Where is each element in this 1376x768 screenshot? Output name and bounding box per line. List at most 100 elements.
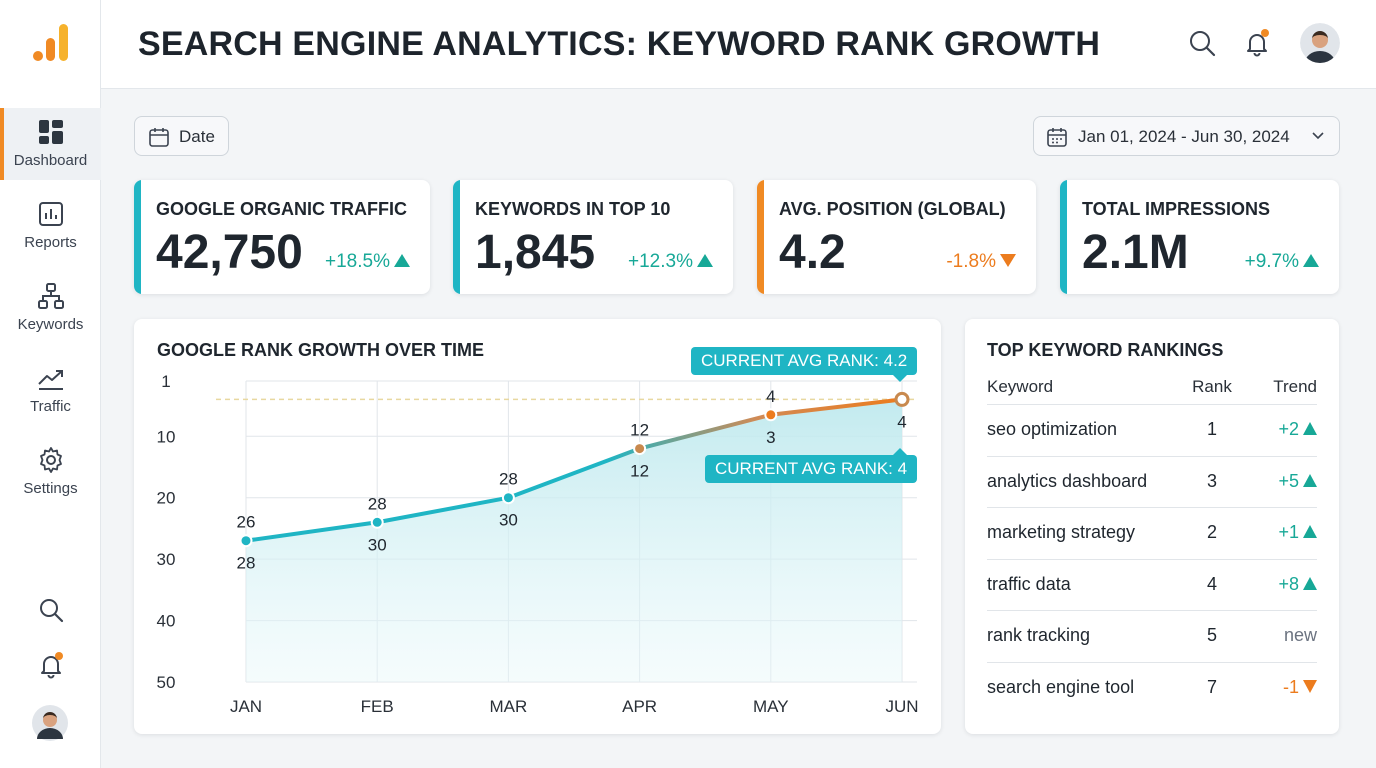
- page-title: SEARCH ENGINE ANALYTICS: KEYWORD RANK GR…: [138, 25, 1101, 63]
- x-tick-label: MAY: [753, 697, 789, 716]
- sidebar-item-dashboard[interactable]: Dashboard: [0, 108, 101, 180]
- sidebar-item-label: Traffic: [30, 398, 71, 415]
- kpi-delta: +9.7%: [1245, 251, 1319, 273]
- table-row[interactable]: rank tracking 5 new: [987, 610, 1317, 661]
- kpi-delta-value: +9.7%: [1244, 251, 1299, 272]
- y-tick-label: 50: [157, 673, 176, 692]
- sidebar: Dashboard Reports Keywords Traffic: [0, 0, 101, 768]
- kpi-label: KEYWORDS IN TOP 10: [475, 199, 671, 219]
- x-tick-label: FEB: [361, 697, 394, 716]
- keyword-cell: seo optimization: [987, 419, 1118, 439]
- table-row[interactable]: analytics dashboard 3 +5: [987, 455, 1317, 507]
- table-row[interactable]: seo optimization 1 +2: [987, 404, 1317, 455]
- sidebar-item-settings[interactable]: Settings: [0, 436, 101, 508]
- chevron-down-icon: [1312, 132, 1324, 140]
- data-label-above: 28: [499, 470, 518, 489]
- column-header-rank[interactable]: Rank: [1192, 377, 1232, 396]
- kpi-delta: +12.3%: [628, 251, 713, 273]
- date-range-value: Jan 01, 2024 - Jun 30, 2024: [1078, 127, 1290, 146]
- sidebar-item-reports[interactable]: Reports: [0, 190, 101, 262]
- notification-bell-icon[interactable]: [36, 650, 66, 680]
- trend-value: -1: [1282, 676, 1299, 697]
- data-label-below: 4: [897, 412, 906, 431]
- traffic-icon: [38, 370, 63, 390]
- y-tick-label: 40: [157, 612, 176, 631]
- table-title: TOP KEYWORD RANKINGS: [987, 340, 1224, 360]
- trend-cell: new: [1284, 625, 1317, 646]
- data-point: [764, 408, 778, 422]
- dashboard-icon: [39, 120, 63, 144]
- trend-down-icon: [1000, 254, 1016, 267]
- y-tick-label: 30: [157, 550, 176, 569]
- rank-cell: 7: [1206, 676, 1217, 697]
- kpi-accent-bar: [134, 180, 141, 294]
- data-label-below: 28: [237, 554, 256, 573]
- callout-pointer: [893, 448, 908, 455]
- kpi-delta-value: -1.8%: [946, 251, 996, 272]
- kpi-label: AVG. POSITION (GLOBAL): [779, 199, 1006, 219]
- date-range-picker[interactable]: Jan 01, 2024 - Jun 30, 2024: [1033, 116, 1340, 156]
- rank-cell: 5: [1206, 625, 1217, 645]
- sidebar-item-label: Settings: [23, 480, 78, 497]
- keyword-cell: search engine tool: [987, 676, 1135, 697]
- trend-cell: -1: [1283, 677, 1317, 698]
- trend-up-icon: [1303, 576, 1317, 590]
- keyword-cell: marketing strategy: [987, 522, 1136, 542]
- keywords-icon: [38, 283, 64, 309]
- table-row[interactable]: traffic data 4 +8: [987, 558, 1317, 610]
- trend-cell: +8: [1278, 574, 1317, 595]
- app-logo[interactable]: [30, 20, 72, 64]
- keyword-cell: rank tracking: [987, 625, 1091, 645]
- table-row[interactable]: marketing strategy 2 +1: [987, 507, 1317, 558]
- keyword-cell: traffic data: [987, 573, 1071, 594]
- data-label-above: 26: [237, 513, 256, 532]
- top-header: SEARCH ENGINE ANALYTICS: KEYWORD RANK GR…: [101, 0, 1376, 89]
- search-icon[interactable]: [1186, 27, 1218, 59]
- trend-up-icon: [1303, 525, 1317, 538]
- rank-cell: 3: [1206, 470, 1217, 491]
- y-tick-label: 20: [157, 489, 176, 508]
- keyword-rankings-panel: TOP KEYWORD RANKINGS Keyword Rank Trend …: [965, 319, 1339, 734]
- table-row[interactable]: search engine tool 7 -1: [987, 661, 1317, 713]
- kpi-card-keywords-top10: KEYWORDS IN TOP 10 1,845 +12.3%: [453, 180, 733, 294]
- gear-icon: [40, 447, 62, 473]
- kpi-delta-value: +18.5%: [325, 251, 390, 272]
- sidebar-item-label: Dashboard: [13, 152, 88, 169]
- kpi-value: 4.2: [779, 226, 846, 279]
- data-point: [370, 515, 384, 529]
- keyword-cell: analytics dashboard: [987, 470, 1148, 491]
- date-filter-button[interactable]: Date: [134, 116, 229, 156]
- trend-value: +2: [1278, 419, 1299, 439]
- trend-value: +5: [1278, 470, 1299, 491]
- x-tick-label: APR: [622, 697, 657, 716]
- data-label-above: 12: [630, 421, 649, 440]
- sidebar-item-keywords[interactable]: Keywords: [0, 272, 101, 344]
- kpi-value: 42,750: [156, 226, 303, 279]
- column-header-keyword[interactable]: Keyword: [987, 377, 1054, 396]
- trend-down-icon: [1303, 679, 1317, 693]
- trend-up-icon: [1303, 422, 1317, 435]
- kpi-delta-value: +12.3%: [628, 251, 693, 272]
- x-tick-label: MAR: [490, 697, 528, 716]
- rank-cell: 1: [1206, 419, 1217, 439]
- series-area: [246, 399, 902, 682]
- calendar-icon: [149, 128, 169, 147]
- rank-cell: 4: [1206, 573, 1217, 594]
- notification-bell-icon[interactable]: [1241, 27, 1273, 59]
- kpi-card-avg-position: AVG. POSITION (GLOBAL) 4.2 -1.8%: [757, 180, 1036, 294]
- column-header-trend[interactable]: Trend: [1273, 377, 1317, 396]
- trend-up-icon: [394, 254, 410, 267]
- search-icon[interactable]: [37, 596, 65, 624]
- series-line: [244, 397, 904, 543]
- sidebar-item-traffic[interactable]: Traffic: [0, 354, 101, 426]
- kpi-accent-bar: [757, 180, 764, 294]
- kpi-card-organic-traffic: GOOGLE ORGANIC TRAFFIC 42,750 +18.5%: [134, 180, 430, 294]
- data-label-above: 4: [766, 387, 775, 406]
- kpi-card-total-impressions: TOTAL IMPRESSIONS 2.1M +9.7%: [1060, 180, 1339, 294]
- calendar-icon: [1047, 128, 1067, 147]
- data-label-below: 30: [499, 511, 518, 530]
- trend-cell: +5: [1278, 471, 1317, 492]
- user-avatar[interactable]: [1300, 23, 1340, 63]
- data-point: [239, 534, 253, 548]
- avatar[interactable]: [32, 705, 68, 741]
